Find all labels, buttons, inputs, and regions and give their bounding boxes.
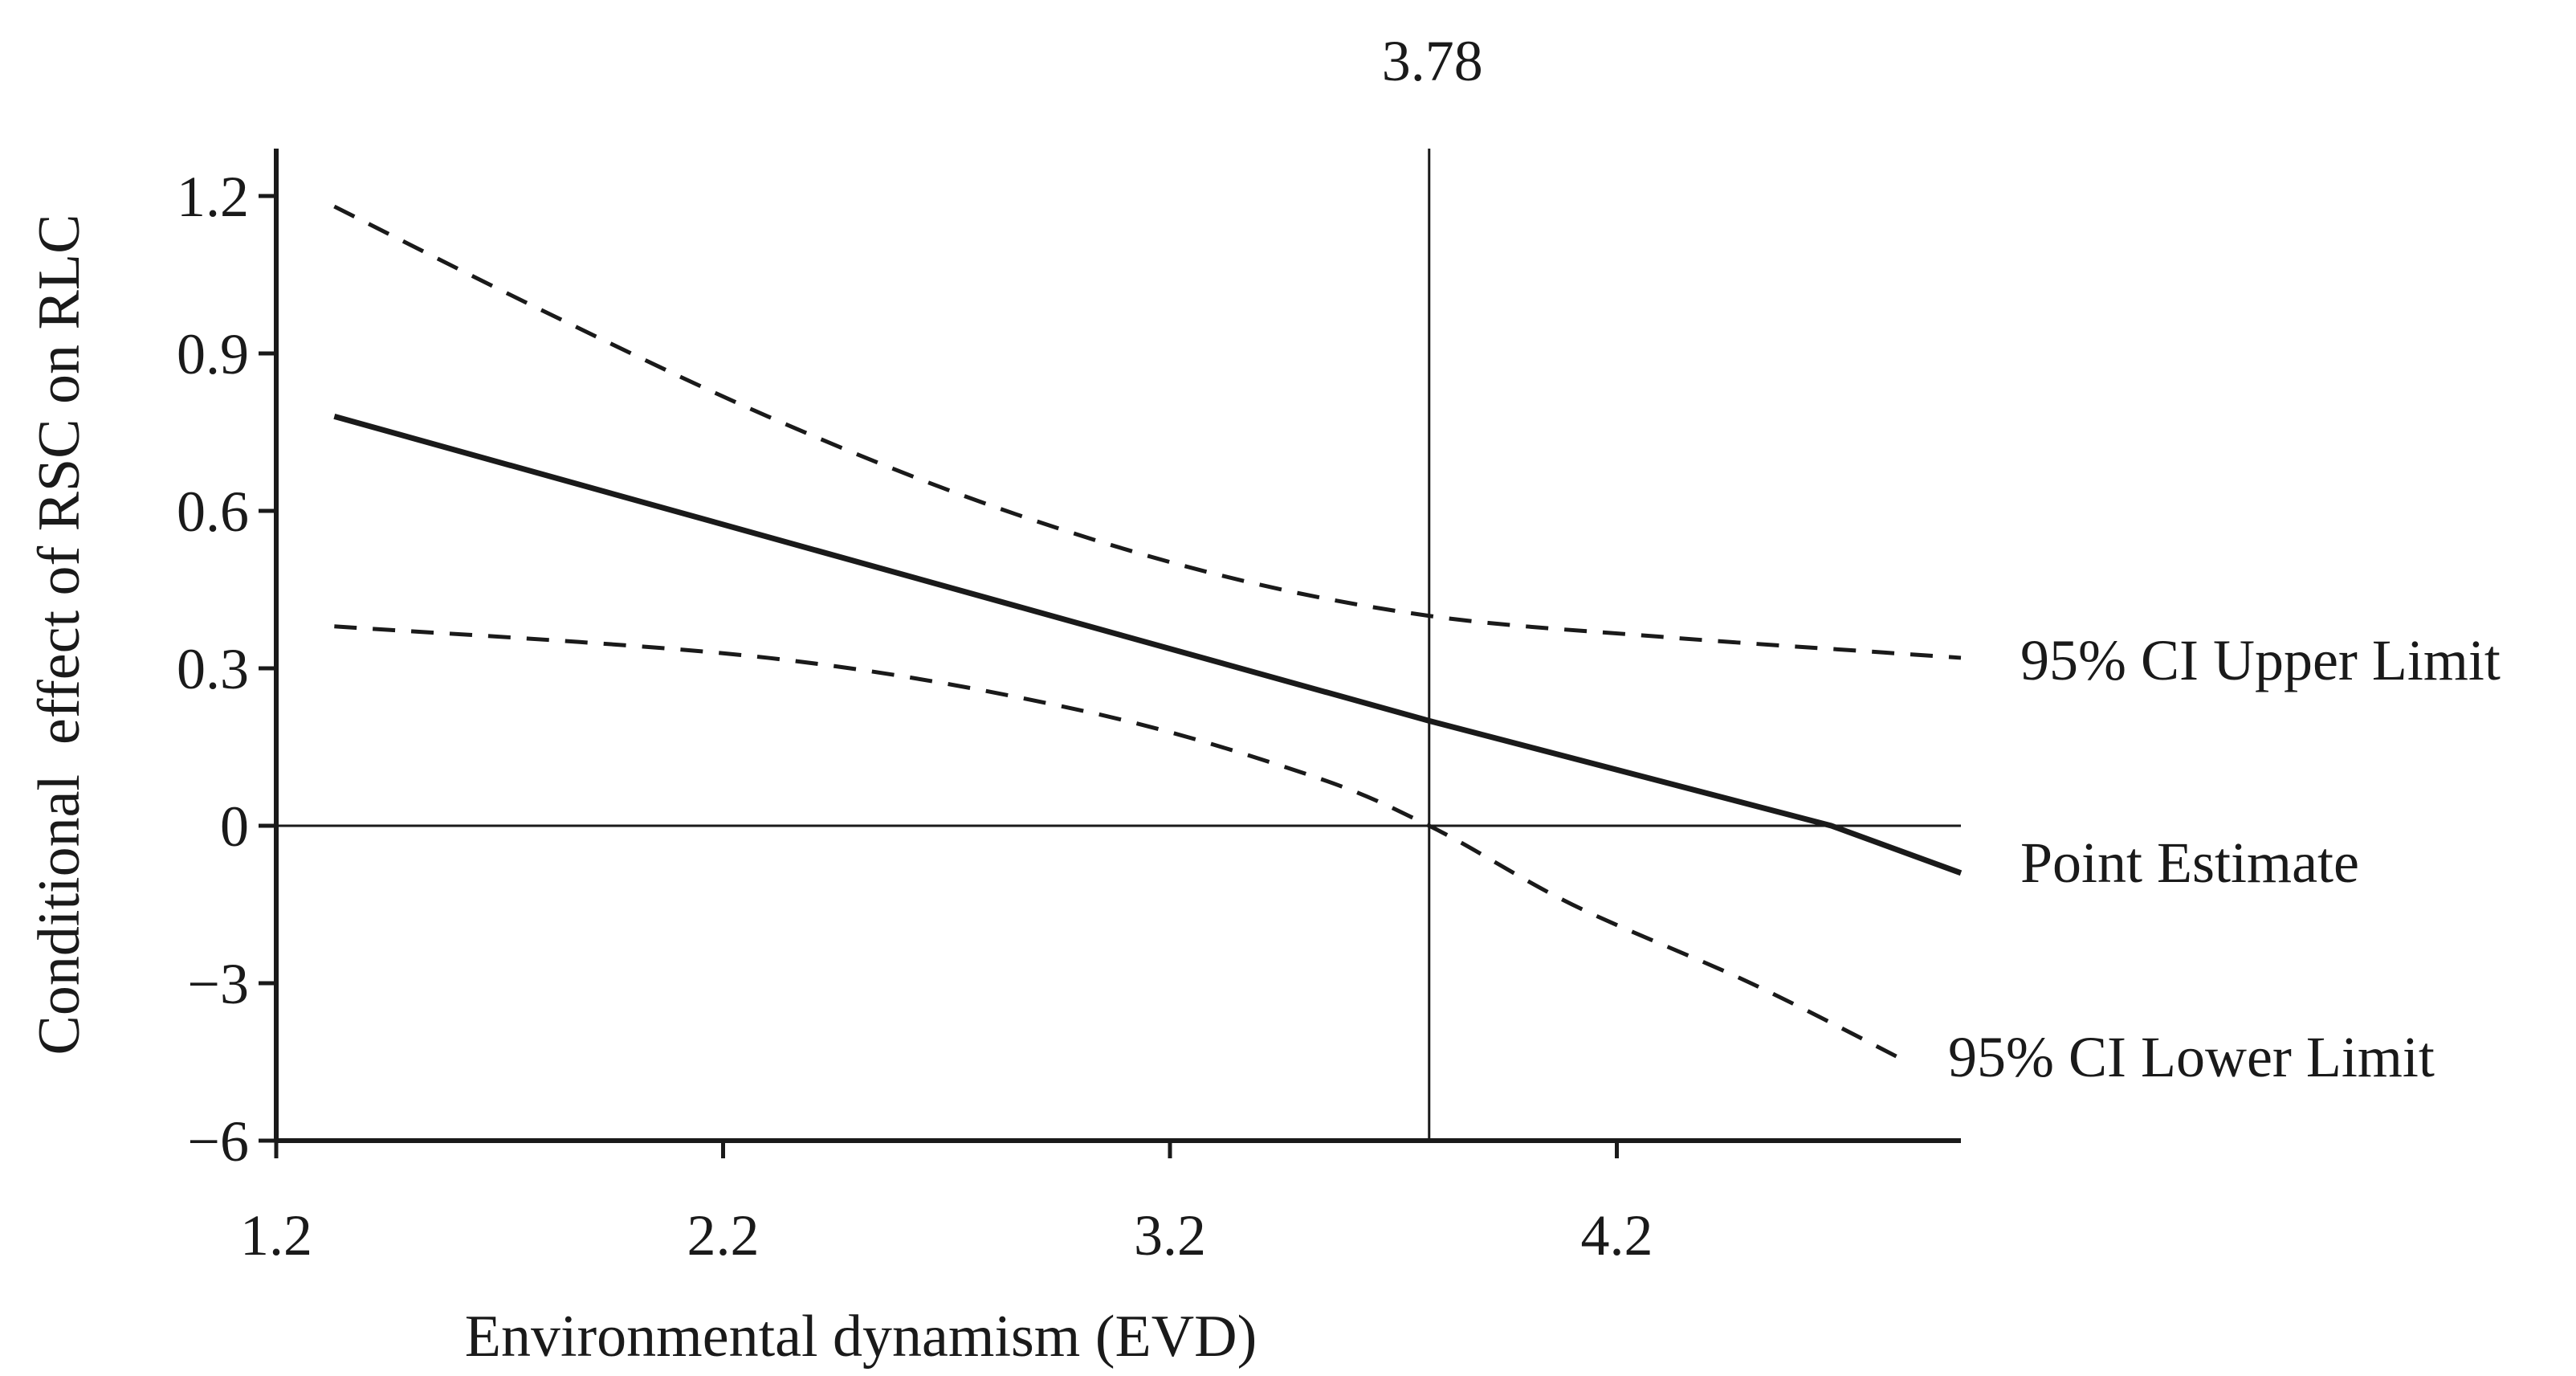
reference-line-label: 3.78	[1382, 29, 1483, 93]
series-lower-limit-line	[334, 624, 1909, 1064]
series-point-estimate-line	[333, 414, 1963, 876]
series-group	[333, 204, 1963, 1064]
series-upper-limit-line	[333, 204, 1962, 660]
y-tick-label: 0.9	[177, 322, 249, 386]
y-tick-label: −6	[187, 1109, 249, 1174]
series-label-upper-limit: 95% CI Upper Limit	[2020, 628, 2501, 692]
series-label-point-estimate: Point Estimate	[2020, 831, 2359, 895]
x-axis-title: Environmental dynamism (EVD)	[465, 1304, 1257, 1370]
x-tick-label: 4.2	[1580, 1203, 1653, 1268]
y-tick-label: 1.2	[177, 165, 249, 229]
y-tick-label: −3	[187, 952, 249, 1016]
y-ticks: 1.2 0.9 0.6 0.3 0 −3 −6	[177, 165, 276, 1174]
x-tick-label: 2.2	[687, 1203, 759, 1268]
x-tick-label: 3.2	[1134, 1203, 1206, 1268]
y-axis-title: Conditional effect of RSC on RLC	[26, 214, 92, 1055]
y-tick-label: 0	[220, 794, 249, 859]
y-tick-label: 0.3	[177, 637, 249, 701]
y-tick-label: 0.6	[177, 480, 249, 544]
x-tick-label: 1.2	[240, 1203, 312, 1268]
series-label-lower-limit: 95% CI Lower Limit	[1948, 1025, 2435, 1089]
x-ticks: 1.2 2.2 3.2 4.2	[240, 1141, 1653, 1268]
